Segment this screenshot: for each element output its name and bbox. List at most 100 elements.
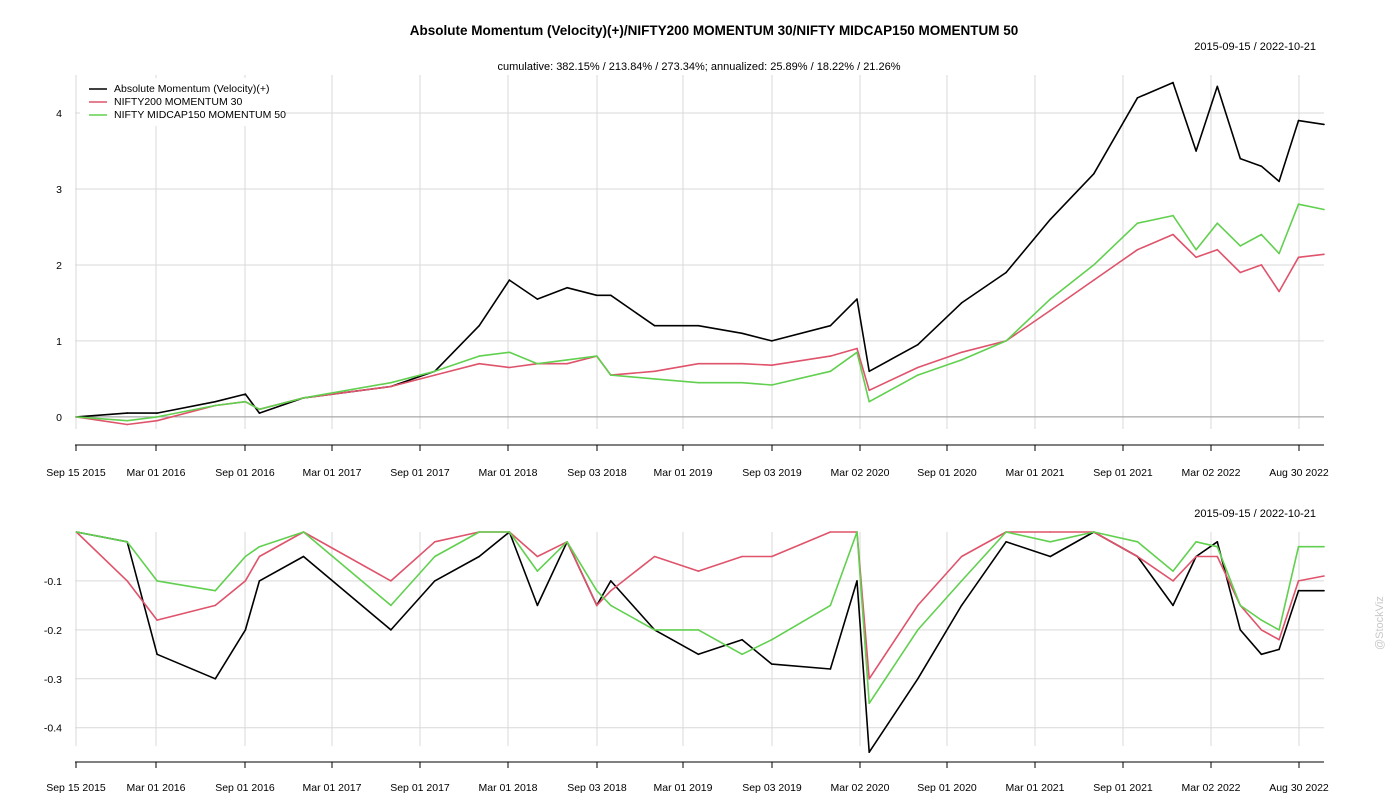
top-point-0-1 — [126, 412, 128, 414]
top-point-0-22 — [917, 343, 919, 346]
bottom-x-tick-label-11: Mar 01 2021 — [1006, 782, 1065, 794]
top-point-0-24 — [1005, 271, 1007, 274]
bottom-point-0-7 — [390, 629, 392, 631]
chart-title: Absolute Momentum (Velocity)(+)/NIFTY200… — [410, 23, 1018, 38]
bottom-point-2-12 — [566, 541, 568, 543]
top-point-1-12 — [566, 362, 568, 365]
bottom-point-0-35 — [1323, 589, 1325, 592]
bottom-point-0-18 — [771, 663, 773, 665]
top-point-2-4 — [244, 400, 247, 403]
bottom-point-1-13 — [596, 604, 598, 607]
top-x-tick-label-11: Mar 01 2021 — [1006, 467, 1065, 479]
bottom-point-1-17 — [741, 555, 743, 558]
bottom-point-0-2 — [156, 653, 158, 656]
bottom-point-2-8 — [434, 555, 436, 558]
bottom-series-line-0 — [76, 531, 1324, 753]
top-point-1-20 — [856, 347, 858, 350]
bottom-point-2-30 — [1216, 545, 1219, 548]
bottom-point-1-19 — [829, 531, 832, 533]
top-axes: 0 1 2 3 4 Sep 15 2015 Mar 01 2016 Sep 01 2016 Ma… — [46, 108, 1329, 479]
top-point-1-33 — [1278, 290, 1280, 293]
top-point-2-6 — [302, 397, 305, 399]
bottom-point-0-5 — [258, 580, 261, 582]
bottom-point-2-15 — [653, 629, 656, 631]
bottom-point-0-32 — [1260, 653, 1263, 656]
top-point-0-2 — [156, 412, 158, 414]
bottom-point-0-24 — [1005, 541, 1007, 543]
bottom-point-2-27 — [1136, 541, 1139, 543]
bottom-point-1-32 — [1260, 629, 1263, 631]
top-point-1-16 — [697, 362, 700, 365]
top-x-tick-label-7: Mar 01 2019 — [654, 467, 713, 479]
bottom-x-tick-label-4: Sep 01 2017 — [390, 782, 450, 794]
top-point-1-28 — [1172, 233, 1174, 236]
bottom-point-1-27 — [1136, 555, 1139, 558]
watermark: @StockViz — [1374, 596, 1386, 650]
top-y-tick-label-4: 4 — [56, 108, 62, 120]
top-point-2-21 — [868, 400, 870, 403]
top-point-0-31 — [1239, 157, 1242, 160]
bottom-x-tick-label-7: Mar 01 2019 — [654, 782, 713, 794]
bottom-point-2-19 — [829, 604, 832, 607]
bottom-point-2-11 — [536, 570, 539, 572]
top-point-2-7 — [390, 381, 392, 384]
bottom-point-1-15 — [653, 555, 656, 558]
top-point-2-9 — [478, 355, 481, 357]
top-series-group — [75, 81, 1325, 426]
bottom-x-tick-label-10: Sep 01 2020 — [917, 782, 977, 794]
top-x-tick-label-6: Sep 03 2018 — [567, 467, 627, 479]
top-point-2-20 — [856, 351, 858, 354]
bottom-point-2-18 — [771, 638, 773, 641]
bottom-point-0-19 — [829, 668, 832, 670]
bottom-point-2-13 — [596, 589, 598, 592]
top-point-2-27 — [1136, 222, 1139, 224]
top-point-0-12 — [566, 286, 568, 289]
bottom-point-2-6 — [302, 531, 305, 533]
bottom-point-2-14 — [610, 604, 612, 607]
top-x-tick-label-14: Aug 30 2022 — [1269, 467, 1329, 479]
bottom-point-1-30 — [1216, 555, 1219, 558]
bottom-point-2-4 — [244, 555, 247, 558]
bottom-x-tick-label-0: Sep 15 2015 — [46, 782, 106, 794]
top-point-0-34 — [1297, 119, 1300, 122]
top-point-0-17 — [741, 332, 743, 335]
bottom-point-0-28 — [1172, 604, 1174, 607]
top-point-2-15 — [653, 378, 656, 380]
bottom-point-2-32 — [1260, 619, 1263, 621]
bottom-point-1-23 — [960, 555, 963, 558]
top-point-1-34 — [1297, 256, 1300, 259]
bottom-point-0-33 — [1278, 648, 1280, 651]
top-point-1-1 — [126, 423, 128, 426]
top-x-tick-label-5: Mar 01 2018 — [479, 467, 538, 479]
bottom-point-2-1 — [126, 541, 128, 543]
top-point-2-32 — [1260, 233, 1263, 236]
date-range-bottom: 2015-09-15 / 2022-10-21 — [1194, 508, 1316, 520]
top-point-0-35 — [1323, 123, 1325, 126]
bottom-point-2-26 — [1093, 531, 1095, 533]
bottom-point-2-3 — [214, 589, 217, 592]
top-point-1-31 — [1239, 271, 1242, 274]
bottom-x-tick-label-13: Mar 02 2022 — [1182, 782, 1241, 794]
bottom-point-1-16 — [697, 570, 700, 572]
top-point-1-10 — [508, 366, 511, 369]
bottom-point-0-25 — [1049, 555, 1052, 558]
top-point-2-5 — [258, 408, 261, 411]
bottom-x-tick-label-9: Mar 02 2020 — [831, 782, 890, 794]
bottom-point-1-35 — [1323, 575, 1325, 577]
bottom-point-2-34 — [1297, 545, 1300, 548]
bottom-point-0-3 — [214, 678, 217, 680]
bottom-point-0-11 — [536, 604, 539, 607]
bottom-x-tick-label-6: Sep 03 2018 — [567, 782, 627, 794]
date-range-top: 2015-09-15 / 2022-10-21 — [1194, 41, 1316, 53]
top-point-2-1 — [126, 419, 128, 422]
bottom-point-1-7 — [390, 580, 392, 582]
bottom-point-2-10 — [508, 531, 511, 533]
top-point-2-14 — [610, 374, 612, 376]
top-point-1-32 — [1260, 264, 1263, 266]
top-gridlines — [75, 75, 1324, 429]
top-point-0-27 — [1136, 97, 1139, 99]
bottom-series-line-1 — [75, 531, 1325, 680]
bottom-point-0-30 — [1216, 541, 1219, 543]
bottom-point-2-9 — [478, 531, 481, 533]
bottom-y-tick-label-2: -0.3 — [44, 674, 62, 686]
